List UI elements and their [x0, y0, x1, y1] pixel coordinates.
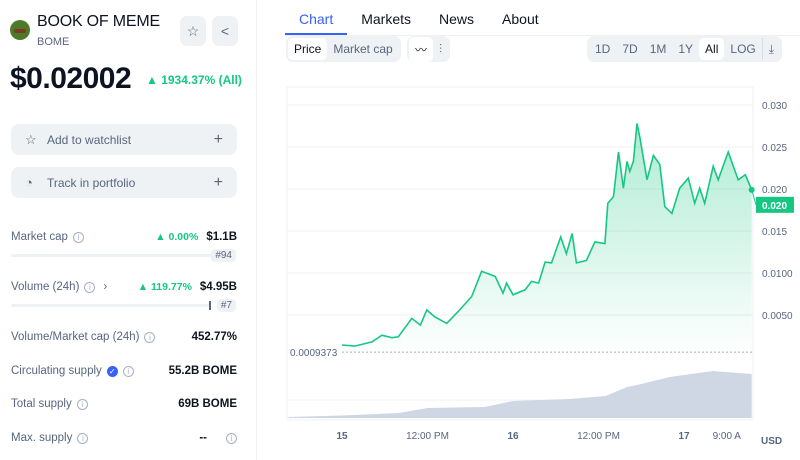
- market-cap-toggle[interactable]: Market cap: [333, 42, 393, 56]
- coin-name: BOOK OF MEME: [37, 13, 160, 30]
- currency-label: USD: [761, 436, 783, 447]
- chart-type-toggle: 〰 ⫶: [407, 36, 451, 62]
- plus-icon: +: [213, 173, 223, 191]
- price-change: ▲ 1934.37% (All): [146, 73, 242, 87]
- range-1d[interactable]: 1D: [595, 42, 611, 56]
- max-supply-row: Max. supply i -- i: [11, 432, 237, 444]
- y-tick-label: 0.0100: [762, 269, 793, 280]
- x-tick-label: 16: [507, 431, 519, 442]
- chevron-right-icon[interactable]: ›: [103, 281, 108, 293]
- current-price-connector: [751, 189, 757, 205]
- main-tabs: Chart Markets News About: [285, 0, 553, 35]
- range-toggle: 1D 7D 1M 1Y All LOG ⤓: [587, 36, 783, 62]
- current-price-label: 0.020: [762, 201, 787, 212]
- share-button[interactable]: <: [212, 16, 238, 46]
- coin-price: $0.02002: [10, 62, 132, 95]
- market-cap-rank: #94: [211, 249, 236, 262]
- market-cap-bar: [11, 251, 216, 260]
- info-icon[interactable]: i: [144, 331, 156, 343]
- max-supply-value: --: [199, 432, 207, 444]
- current-price-badge: [756, 196, 794, 213]
- line-chart-icon[interactable]: 〰: [409, 36, 434, 62]
- verified-icon: ✓: [106, 365, 118, 377]
- share-icon: <: [220, 23, 230, 39]
- price-area-fill: [342, 123, 752, 357]
- vol-mcap-row: Volume/Market cap (24h) i 452.77%: [11, 331, 237, 343]
- download-icon[interactable]: ⤓: [768, 41, 775, 56]
- x-tick-label: 15: [336, 431, 348, 442]
- market-cap-row: Market cap i ▲ 0.00% $1.1B: [11, 231, 237, 243]
- range-all[interactable]: All: [699, 38, 725, 60]
- volume-row: Volume (24h) i › ▲ 119.77% $4.95B: [11, 281, 237, 293]
- total-supply-row: Total supply i 69B BOME: [11, 398, 237, 410]
- info-icon[interactable]: i: [226, 432, 237, 444]
- volume-bar: [11, 301, 211, 310]
- y-tick-label: 0.020: [762, 185, 787, 196]
- volume-label: Volume (24h): [11, 281, 80, 293]
- start-price-label: 0.0009373: [290, 348, 338, 359]
- portfolio-label: Track in portfolio: [47, 175, 136, 190]
- x-tick-label: 9:00 A: [713, 431, 742, 442]
- x-tick-label: 17: [678, 431, 690, 442]
- x-tick-label: 12:00 PM: [577, 431, 620, 442]
- track-portfolio-button[interactable]: ◔ Track in portfolio +: [11, 167, 237, 198]
- tab-chart[interactable]: Chart: [285, 0, 348, 35]
- tabs-divider: [285, 35, 800, 36]
- metric-toggle: Price Market cap: [286, 36, 401, 62]
- max-supply-label: Max. supply: [11, 432, 73, 444]
- y-tick-label: 0.030: [762, 101, 787, 112]
- plus-icon: +: [213, 130, 223, 148]
- info-icon[interactable]: i: [122, 365, 134, 377]
- star-icon: ☆: [25, 131, 37, 147]
- vol-mcap-value: 452.77%: [191, 331, 237, 343]
- y-tick-label: 0.0050: [762, 311, 793, 322]
- info-icon[interactable]: i: [77, 432, 89, 444]
- volume-change: ▲ 119.77%: [137, 281, 192, 293]
- range-7d[interactable]: 7D: [622, 42, 638, 56]
- volume-rank: #7: [216, 299, 236, 312]
- tab-markets[interactable]: Markets: [361, 11, 412, 27]
- coin-logo: [10, 20, 30, 40]
- current-price-dot: [748, 186, 755, 193]
- market-cap-change: ▲ 0.00%: [155, 231, 199, 243]
- coin-panel: BOOK OF MEME BOME ☆ < $0.02002 ▲ 1934.37…: [0, 0, 257, 460]
- tab-news[interactable]: News: [439, 11, 475, 27]
- volume-value: $4.95B: [199, 281, 237, 293]
- range-1y[interactable]: 1Y: [678, 42, 694, 56]
- star-button[interactable]: ☆: [180, 16, 206, 46]
- plot-frame: [286, 86, 754, 421]
- total-supply-label: Total supply: [11, 398, 72, 410]
- range-1m[interactable]: 1M: [649, 42, 667, 56]
- x-tick-label: 12:00 PM: [406, 431, 449, 442]
- market-cap-label: Market cap: [11, 231, 68, 243]
- info-icon[interactable]: i: [84, 281, 96, 293]
- add-to-watchlist-button[interactable]: ☆ Add to watchlist +: [11, 124, 237, 155]
- circulating-label: Circulating supply: [11, 365, 102, 377]
- total-supply-value: 69B BOME: [178, 398, 237, 410]
- circulating-supply-row: Circulating supply ✓ i 55.2B BOME: [11, 365, 237, 377]
- candlestick-icon[interactable]: ⫶: [439, 41, 443, 56]
- volume-area: [288, 371, 752, 418]
- star-icon: ☆: [186, 22, 200, 39]
- y-tick-label: 0.015: [762, 227, 787, 238]
- market-cap-value: $1.1B: [206, 231, 237, 243]
- watchlist-label: Add to watchlist: [47, 132, 132, 147]
- price-toggle[interactable]: Price: [288, 38, 328, 60]
- coin-symbol: BOME: [37, 36, 70, 48]
- circulating-value: 55.2B BOME: [168, 365, 237, 377]
- pie-chart-icon: ◔: [25, 175, 33, 190]
- vol-mcap-label: Volume/Market cap (24h): [11, 331, 140, 343]
- log-toggle[interactable]: LOG: [724, 38, 763, 60]
- y-tick-label: 0.025: [762, 143, 787, 154]
- info-icon[interactable]: i: [76, 398, 88, 410]
- tab-about[interactable]: About: [502, 11, 539, 27]
- info-icon[interactable]: i: [72, 231, 84, 243]
- price-line: [341, 123, 753, 347]
